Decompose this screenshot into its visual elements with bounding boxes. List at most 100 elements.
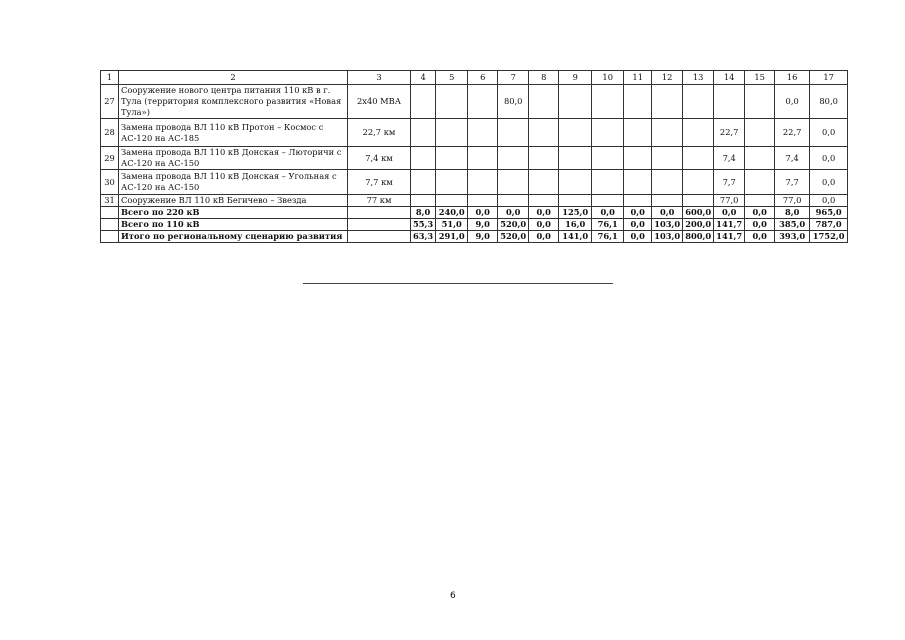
cell-col-10: 76,1 bbox=[591, 218, 625, 231]
cell-col-8: 0,0 bbox=[528, 218, 560, 231]
cell-col-4: 63,3 bbox=[409, 230, 437, 243]
cell-col-3: 7,4 км bbox=[347, 146, 411, 170]
cell-col-1 bbox=[100, 206, 119, 219]
cell-col-10: 76,1 bbox=[591, 230, 625, 243]
cell-col-13 bbox=[682, 146, 715, 170]
cell-col-14: 77,0 bbox=[713, 194, 746, 207]
cell-col-15 bbox=[744, 146, 776, 170]
cell-name: Всего по 220 кВ bbox=[118, 206, 348, 219]
separator-line bbox=[303, 283, 613, 284]
cell-col-11: 0,0 bbox=[623, 206, 653, 219]
cell-col-4 bbox=[409, 146, 437, 170]
cell-col-16: 385,0 bbox=[774, 218, 811, 231]
cell-col-13: 600,0 bbox=[682, 206, 715, 219]
cell-col-11 bbox=[623, 118, 653, 147]
cell-col-4: 8,0 bbox=[409, 206, 437, 219]
cell-col-15: 0,0 bbox=[744, 230, 776, 243]
cell-name: Сооружение нового центра питания 110 кВ … bbox=[118, 84, 348, 119]
cell-col-6 bbox=[467, 84, 499, 119]
cell-col-13: 13 bbox=[682, 70, 715, 85]
cell-col-7: 7 bbox=[497, 70, 530, 85]
cell-col-17: 787,0 bbox=[809, 218, 849, 231]
cell-col-15: 0,0 bbox=[744, 206, 776, 219]
cell-col-14: 14 bbox=[713, 70, 746, 85]
cell-col-16: 393,0 bbox=[774, 230, 811, 243]
cell-col-7 bbox=[497, 194, 530, 207]
cell-col-5 bbox=[435, 118, 469, 147]
cell-name: Замена провода ВЛ 110 кВ Донская – Уголь… bbox=[118, 169, 348, 195]
cell-col-12 bbox=[651, 169, 684, 195]
cell-col-4 bbox=[409, 194, 437, 207]
cell-col-15 bbox=[744, 84, 776, 119]
cell-col-9: 141,0 bbox=[558, 230, 593, 243]
cell-col-3: 7,7 км bbox=[347, 169, 411, 195]
cell-col-10: 10 bbox=[591, 70, 625, 85]
page-number: 6 bbox=[450, 591, 456, 601]
cell-col-4 bbox=[409, 169, 437, 195]
cell-col-16: 0,0 bbox=[774, 84, 811, 119]
cell-col-1: 31 bbox=[100, 194, 119, 207]
cell-col-6 bbox=[467, 118, 499, 147]
table-row: 30 Замена провода ВЛ 110 кВ Донская – Уго… bbox=[100, 169, 849, 195]
cell-col-11 bbox=[623, 194, 653, 207]
cell-col-16: 77,0 bbox=[774, 194, 811, 207]
cell-col-11: 0,0 bbox=[623, 218, 653, 231]
cell-col-9: 9 bbox=[558, 70, 593, 85]
cell-col-17: 965,0 bbox=[809, 206, 849, 219]
cell-col-5 bbox=[435, 84, 469, 119]
total-row: Всего по 110 кВ 55,3 51,0 9,0 520,0 0,0 16,0 76… bbox=[100, 218, 849, 231]
cell-col-5 bbox=[435, 146, 469, 170]
cell-col-3 bbox=[347, 230, 411, 243]
cell-col-7: 520,0 bbox=[497, 230, 530, 243]
cell-col-5: 240,0 bbox=[435, 206, 469, 219]
table-row: 31 Сооружение ВЛ 110 кВ Бегичево – Звезда… bbox=[100, 194, 849, 207]
cell-col-13 bbox=[682, 194, 715, 207]
cell-col-17: 80,0 bbox=[809, 84, 849, 119]
cell-name: Сооружение ВЛ 110 кВ Бегичево – Звезда bbox=[118, 194, 348, 207]
cell-col-7: 520,0 bbox=[497, 218, 530, 231]
cell-col-1 bbox=[100, 230, 119, 243]
cell-col-15 bbox=[744, 169, 776, 195]
cell-col-13: 200,0 bbox=[682, 218, 715, 231]
cell-col-15: 0,0 bbox=[744, 218, 776, 231]
cell-col-3 bbox=[347, 218, 411, 231]
header-row: 1 2 3 4 5 6 7 8 9 10 11 12 13 14 15 16 17 bbox=[100, 70, 849, 85]
cell-col-13 bbox=[682, 118, 715, 147]
cell-col-10: 0,0 bbox=[591, 206, 625, 219]
cell-col-10 bbox=[591, 146, 625, 170]
cell-col-4 bbox=[409, 118, 437, 147]
cell-col-17: 1752,0 bbox=[809, 230, 849, 243]
cell-name: 2 bbox=[118, 70, 348, 85]
cell-col-9 bbox=[558, 169, 593, 195]
cell-col-5 bbox=[435, 194, 469, 207]
cell-col-14: 0,0 bbox=[713, 206, 746, 219]
cell-col-14: 7,4 bbox=[713, 146, 746, 170]
cell-col-8 bbox=[528, 194, 560, 207]
cell-col-1: 1 bbox=[100, 70, 119, 85]
cell-col-17: 0,0 bbox=[809, 118, 849, 147]
cell-name: Всего по 110 кВ bbox=[118, 218, 348, 231]
cell-col-9 bbox=[558, 118, 593, 147]
cell-col-1: 30 bbox=[100, 169, 119, 195]
cell-col-10 bbox=[591, 84, 625, 119]
cell-col-7: 80,0 bbox=[497, 84, 530, 119]
cell-col-6 bbox=[467, 169, 499, 195]
cell-name: Итого по региональному сценарию развития bbox=[118, 230, 348, 243]
cell-col-14: 7,7 bbox=[713, 169, 746, 195]
cell-col-9 bbox=[558, 146, 593, 170]
table-row: 27 Сооружение нового центра питания 110 к… bbox=[100, 84, 849, 119]
cell-col-7 bbox=[497, 169, 530, 195]
cell-col-4 bbox=[409, 84, 437, 119]
cell-col-16: 7,4 bbox=[774, 146, 811, 170]
cell-col-10 bbox=[591, 118, 625, 147]
cell-col-6: 9,0 bbox=[467, 218, 499, 231]
cell-col-8 bbox=[528, 84, 560, 119]
cell-col-4: 4 bbox=[409, 70, 437, 85]
cell-col-13 bbox=[682, 84, 715, 119]
cell-col-8 bbox=[528, 118, 560, 147]
cell-col-1 bbox=[100, 218, 119, 231]
cell-col-11 bbox=[623, 146, 653, 170]
cell-col-12: 103,0 bbox=[651, 230, 684, 243]
cell-col-3: 77 км bbox=[347, 194, 411, 207]
cell-col-1: 28 bbox=[100, 118, 119, 147]
